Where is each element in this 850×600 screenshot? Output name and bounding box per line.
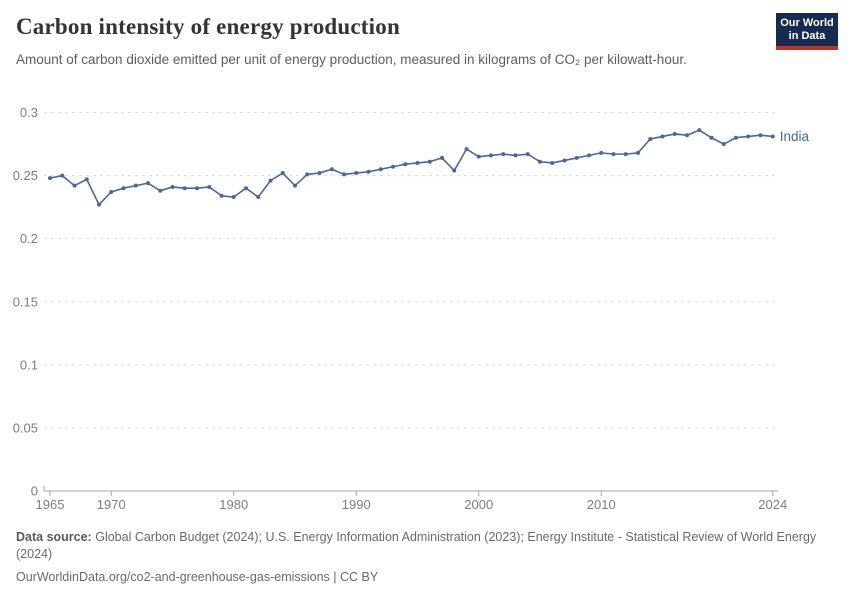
data-point (60, 173, 65, 178)
data-point (464, 147, 469, 152)
y-tick-label: 0.3 (20, 105, 38, 120)
data-point (440, 155, 444, 160)
chart-footer: Data source: Global Carbon Budget (2024)… (16, 529, 834, 586)
data-point (48, 176, 52, 181)
logo-line-2: in Data (788, 29, 826, 42)
data-point (721, 142, 726, 147)
data-point (195, 186, 199, 191)
data-point (648, 136, 653, 141)
x-tick-label: 1970 (97, 497, 126, 512)
x-tick-label: 1980 (219, 497, 248, 512)
data-point (391, 164, 395, 169)
data-point (280, 171, 285, 176)
data-point (525, 152, 530, 157)
data-point (562, 158, 567, 163)
data-point (329, 167, 334, 172)
data-point (366, 169, 371, 174)
data-point (734, 135, 738, 140)
data-point (623, 152, 628, 157)
x-tick-label: 2010 (587, 497, 616, 512)
data-point (244, 186, 248, 191)
page-title: Carbon intensity of energy production (16, 14, 400, 39)
data-point (121, 186, 126, 191)
data-point (354, 171, 359, 176)
data-point (636, 150, 640, 155)
data-point (256, 195, 261, 200)
data-point (513, 153, 518, 158)
data-point (403, 162, 408, 167)
data-point (84, 177, 89, 182)
data-point (697, 128, 702, 133)
owid-logo: Our World in Data (776, 13, 838, 50)
data-point (672, 131, 677, 136)
x-tick-label: 1965 (36, 497, 65, 512)
series-label: India (780, 129, 810, 144)
data-point (489, 153, 493, 158)
data-point (305, 172, 310, 177)
y-tick-label: 0.05 (13, 420, 38, 435)
data-point (599, 150, 604, 155)
data-point (611, 152, 616, 157)
data-point (587, 153, 591, 158)
y-tick-label: 0.1 (20, 357, 38, 372)
data-source-label: Data source: (16, 530, 92, 544)
data-point (746, 134, 751, 139)
logo-line-1: Our World (780, 16, 834, 29)
data-point (182, 186, 187, 191)
data-point (146, 181, 150, 186)
citation-line: OurWorldinData.org/co2-and-greenhouse-ga… (16, 570, 379, 584)
data-point (342, 172, 346, 177)
y-tick-label: 0.2 (20, 231, 38, 246)
data-point (550, 160, 555, 165)
data-point (427, 159, 432, 164)
data-point (709, 135, 714, 140)
data-point (685, 133, 689, 138)
data-point (501, 152, 506, 157)
data-point (268, 178, 273, 183)
chart-subtitle: Amount of carbon dioxide emitted per uni… (16, 52, 687, 67)
x-tick-label: 2024 (758, 497, 787, 512)
data-point (219, 193, 224, 198)
data-point (574, 155, 579, 160)
data-source-line: Data source: Global Carbon Budget (2024)… (16, 529, 822, 563)
data-point (770, 134, 775, 139)
data-point (133, 183, 138, 188)
data-point (97, 202, 101, 207)
x-tick-label: 2000 (464, 497, 493, 512)
data-point (72, 183, 77, 188)
data-point (476, 154, 481, 159)
x-tick-label: 1990 (342, 497, 371, 512)
data-point (378, 167, 383, 172)
data-point (415, 160, 420, 165)
y-tick-label: 0.25 (13, 168, 38, 183)
data-point (158, 188, 163, 193)
data-point (660, 134, 665, 139)
data-point (452, 168, 457, 173)
data-source-text: Global Carbon Budget (2024); U.S. Energy… (16, 530, 817, 561)
data-point (317, 171, 322, 176)
data-point (538, 159, 542, 164)
y-tick-label: 0 (31, 484, 38, 499)
data-point (758, 133, 763, 138)
data-point (170, 184, 175, 189)
data-point (207, 184, 212, 189)
data-point (109, 189, 114, 194)
y-tick-label: 0.15 (13, 294, 38, 309)
series-line (49, 129, 774, 206)
data-point (293, 183, 297, 188)
data-point (231, 195, 236, 200)
